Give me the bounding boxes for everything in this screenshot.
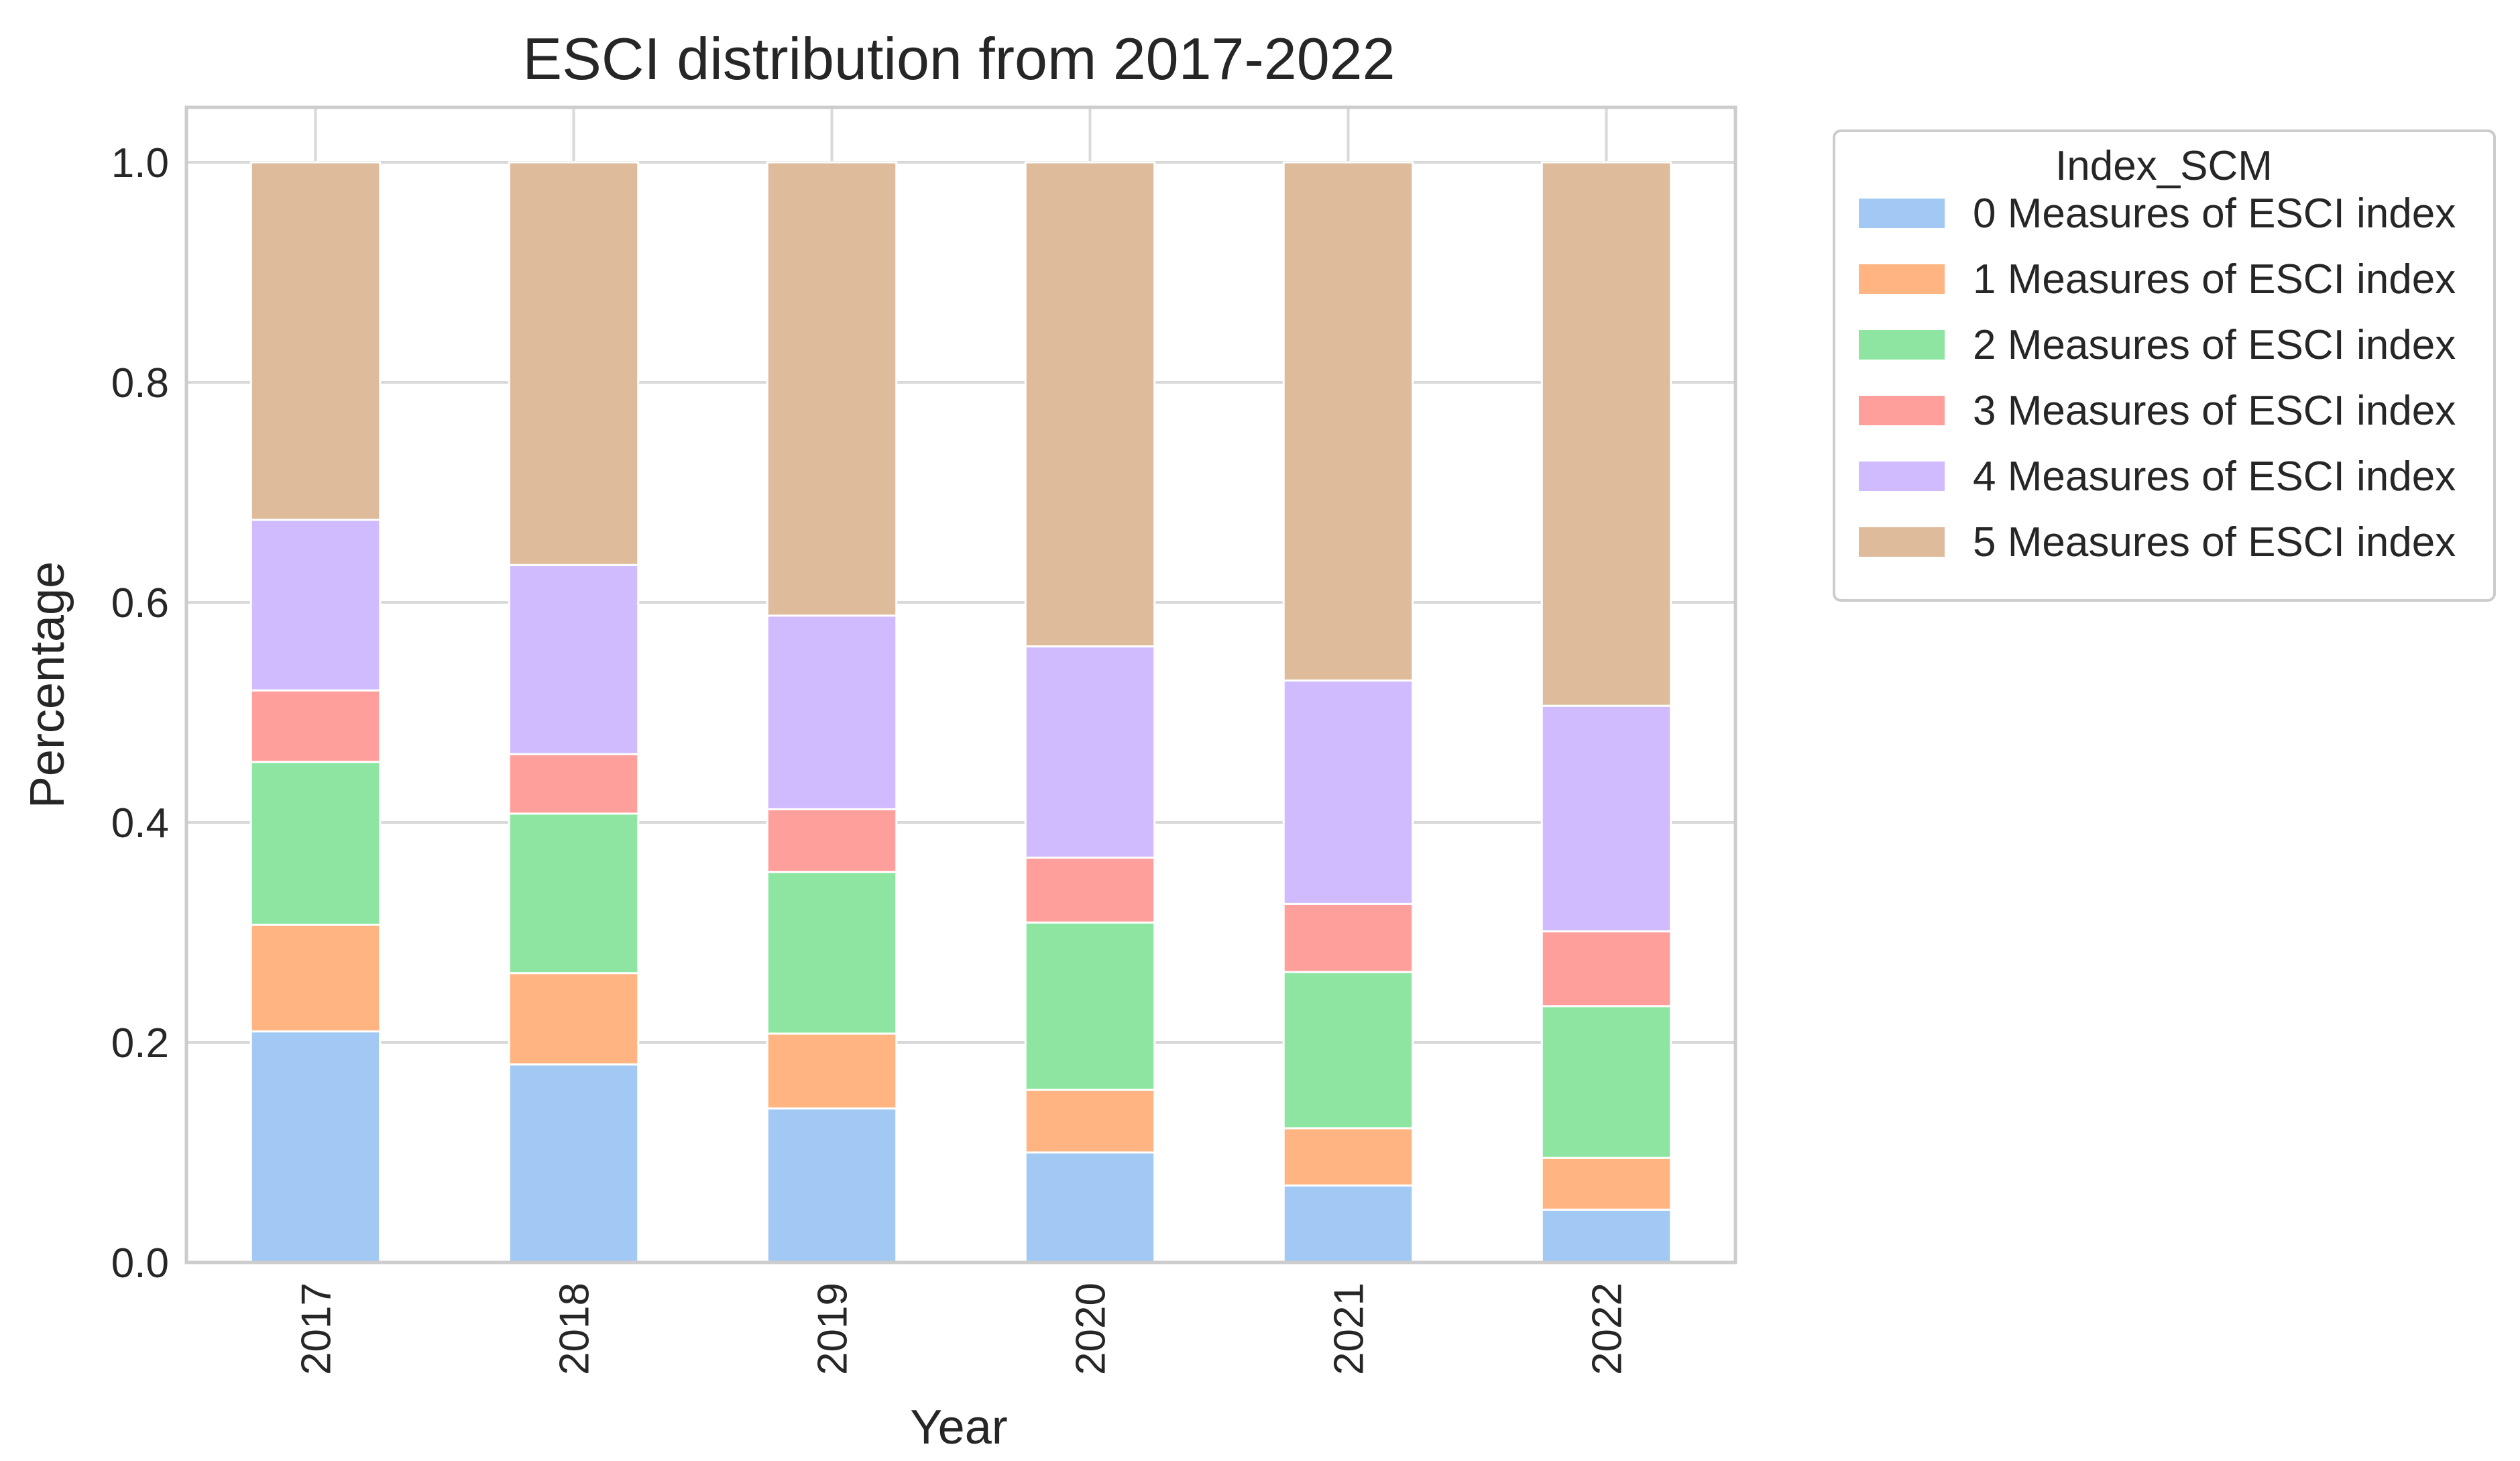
bar-segment-2019-series-1 <box>766 1032 898 1110</box>
bar-segment-2020-series-1 <box>1024 1089 1156 1154</box>
bar-segment-2020-series-3 <box>1024 856 1156 924</box>
y-tick-label: 1.0 <box>111 140 169 186</box>
legend-swatch-3 <box>1859 396 1945 425</box>
bars-layer <box>249 161 1672 1264</box>
legend-swatch-2 <box>1859 330 1945 360</box>
bar-segment-2020-series-0 <box>1024 1151 1156 1264</box>
bar-segment-2021-series-3 <box>1282 902 1414 973</box>
legend-label-3: 3 Measures of ESCI index <box>1973 388 2456 434</box>
bar-segment-2019-series-0 <box>766 1107 898 1264</box>
bar-segment-2020-series-4 <box>1024 645 1156 859</box>
y-tick-label: 0.6 <box>111 580 169 627</box>
y-axis-label: Percentage <box>21 561 74 808</box>
legend-swatch-5 <box>1859 527 1945 557</box>
bar-segment-2017-series-0 <box>249 1030 382 1264</box>
bar-segment-2021-series-1 <box>1282 1127 1414 1187</box>
bar-segment-2017-series-2 <box>249 761 382 926</box>
x-tick-labels: 2017 2018 2019 2020 2021 2022 <box>294 1283 1631 1375</box>
x-tick-label-2021: 2021 <box>1326 1283 1373 1375</box>
legend-label-0: 0 Measures of ESCI index <box>1973 191 2456 237</box>
x-tick-label-2017: 2017 <box>294 1283 340 1375</box>
y-tick-label: 0.0 <box>111 1240 169 1287</box>
legend-label-2: 2 Measures of ESCI index <box>1973 322 2456 368</box>
x-axis-label: Year <box>910 1401 1007 1454</box>
x-tick-label-2018: 2018 <box>552 1283 598 1375</box>
legend: Index_SCM 0 Measures of ESCI index 1 Meas… <box>1833 129 2496 602</box>
legend-label-4: 4 Measures of ESCI index <box>1973 453 2456 500</box>
bar-segment-2022-series-3 <box>1540 930 1672 1008</box>
legend-swatch-4 <box>1859 462 1945 491</box>
bar-segment-2019-series-2 <box>766 871 898 1035</box>
legend-label-5: 5 Measures of ESCI index <box>1973 519 2456 565</box>
y-tick-label: 0.4 <box>111 800 169 847</box>
legend-swatch-1 <box>1859 264 1945 294</box>
legend-swatch-0 <box>1859 199 1945 228</box>
bar-segment-2021-series-4 <box>1282 679 1414 905</box>
bar-segment-2022-series-5 <box>1540 161 1672 707</box>
bar-segment-2022-series-2 <box>1540 1005 1672 1159</box>
bar-segment-2022-series-0 <box>1540 1208 1672 1264</box>
bar-segment-2019-series-5 <box>766 161 898 617</box>
bar-segment-2020-series-2 <box>1024 921 1156 1091</box>
bar-segment-2019-series-4 <box>766 614 898 810</box>
bar-segment-2017-series-4 <box>249 519 382 692</box>
bar-segment-2022-series-1 <box>1540 1156 1672 1211</box>
bar-segment-2019-series-3 <box>766 808 898 873</box>
bar-segment-2017-series-5 <box>249 161 382 521</box>
bar-segment-2018-series-4 <box>508 563 640 755</box>
y-tick-label: 0.8 <box>111 360 169 407</box>
plot-frame <box>184 105 1737 1264</box>
bar-segment-2020-series-5 <box>1024 161 1156 648</box>
bar-segment-2018-series-3 <box>508 753 640 815</box>
bar-segment-2017-series-3 <box>249 689 382 763</box>
bar-segment-2022-series-4 <box>1540 704 1672 932</box>
x-tick-label-2020: 2020 <box>1068 1283 1114 1375</box>
legend-title: Index_SCM <box>2055 143 2273 189</box>
legend-items: 0 Measures of ESCI index 1 Measures of ES… <box>1859 191 2456 565</box>
legend-label-1: 1 Measures of ESCI index <box>1973 256 2456 303</box>
x-tick-label-2019: 2019 <box>810 1283 856 1375</box>
bar-segment-2018-series-2 <box>508 812 640 975</box>
y-tick-label: 0.2 <box>111 1020 169 1067</box>
x-tick-label-2022: 2022 <box>1585 1283 1631 1375</box>
bar-segment-2021-series-2 <box>1282 971 1414 1130</box>
bar-segment-2018-series-1 <box>508 972 640 1066</box>
bar-segment-2018-series-5 <box>508 161 640 566</box>
bar-segment-2021-series-0 <box>1282 1184 1414 1264</box>
bar-segment-2018-series-0 <box>508 1063 640 1264</box>
bar-segment-2017-series-1 <box>249 924 382 1033</box>
chart-title: ESCI distribution from 2017-2022 <box>522 25 1395 92</box>
bar-segment-2021-series-5 <box>1282 161 1414 682</box>
y-tick-labels: 0.0 0.2 0.4 0.6 0.8 1.0 <box>111 140 169 1287</box>
legend-frame <box>1833 129 2496 602</box>
